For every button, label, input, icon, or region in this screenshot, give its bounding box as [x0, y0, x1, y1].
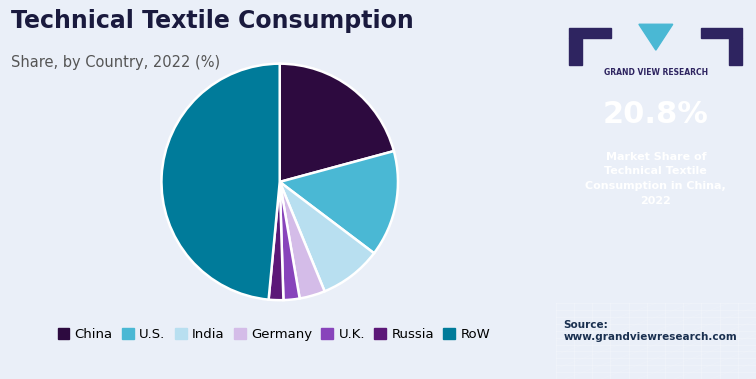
Wedge shape: [280, 64, 394, 182]
Wedge shape: [268, 182, 284, 300]
Wedge shape: [280, 182, 374, 291]
Text: Market Share of
Technical Textile
Consumption in China,
2022: Market Share of Technical Textile Consum…: [585, 152, 727, 206]
Polygon shape: [639, 24, 673, 50]
Legend: China, U.S., India, Germany, U.K., Russia, RoW: China, U.S., India, Germany, U.K., Russi…: [57, 328, 490, 341]
Bar: [569, 38, 582, 65]
Text: 20.8%: 20.8%: [603, 100, 709, 130]
Text: Source:
www.grandviewresearch.com: Source: www.grandviewresearch.com: [563, 320, 737, 342]
Bar: [730, 38, 742, 65]
Text: Technical Textile Consumption: Technical Textile Consumption: [11, 9, 414, 33]
Wedge shape: [280, 182, 324, 299]
Bar: [701, 28, 742, 38]
Wedge shape: [280, 182, 299, 300]
Text: GRAND VIEW RESEARCH: GRAND VIEW RESEARCH: [604, 69, 708, 77]
Wedge shape: [162, 64, 280, 300]
Bar: [569, 28, 611, 38]
Wedge shape: [280, 151, 398, 253]
Text: Share, by Country, 2022 (%): Share, by Country, 2022 (%): [11, 55, 221, 70]
